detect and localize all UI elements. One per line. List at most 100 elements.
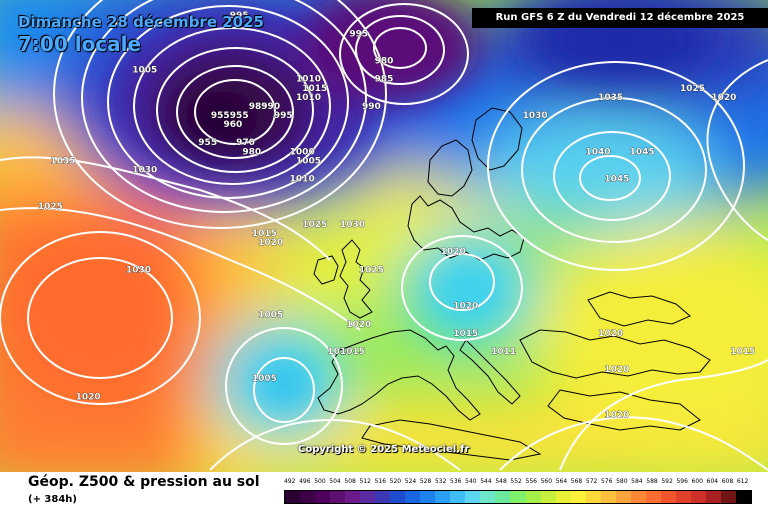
isobar-label: 1005 <box>258 311 283 321</box>
legend-label: 576 <box>600 478 613 485</box>
isobar-label: 1020 <box>76 392 101 402</box>
pressure-labels: 1005995995980985990955960955955970980985… <box>38 11 756 421</box>
legend-label: 500 <box>314 478 326 485</box>
isobar-label: 1020 <box>711 93 736 103</box>
isobar-label: 1020 <box>258 238 283 248</box>
isobar-label: 980 <box>242 147 261 157</box>
isobar-label: 1035 <box>598 93 623 103</box>
isobars <box>0 0 768 471</box>
isobar-label: 1005 <box>296 156 321 166</box>
legend-label: 568 <box>570 478 583 485</box>
legend-swatch <box>420 491 436 503</box>
isobar-label: 1015 <box>453 329 478 339</box>
legend-swatch <box>540 491 556 503</box>
isobar-label: 1030 <box>132 166 157 176</box>
legend-label: 528 <box>419 478 432 485</box>
lead-time: (+ 384h) <box>28 494 77 505</box>
model-run-info: Run GFS 6 Z du Vendredi 12 décembre 2025 <box>472 8 768 28</box>
legend-label: 556 <box>525 478 537 485</box>
isobar-label: 1025 <box>359 265 384 275</box>
isobar-label: 1030 <box>340 220 365 230</box>
legend-swatch <box>465 491 481 503</box>
isobar-label: 985 <box>375 75 394 85</box>
isobar-label: 1020 <box>604 411 629 421</box>
isobar-label: 955 <box>230 111 249 121</box>
legend-label: 524 <box>404 478 417 485</box>
legend-label: 496 <box>299 478 311 485</box>
legend-label: 520 <box>389 478 402 485</box>
legend-label: 564 <box>555 478 568 485</box>
isobar-label: 1045 <box>630 147 655 157</box>
legend-label: 580 <box>616 478 628 485</box>
isobar-label: 1010 <box>296 93 321 103</box>
map-footer: Géop. Z500 & pression au sol (+ 384h) 49… <box>0 472 768 512</box>
isobar-label: 955 <box>211 111 230 121</box>
legend-label: 512 <box>359 478 371 485</box>
isobar-label: 1010 <box>296 75 321 85</box>
legend-label: 588 <box>646 478 658 485</box>
isobar-label: 995 <box>274 111 293 121</box>
legend-swatch <box>330 491 346 503</box>
isobar-label: 1015 <box>302 84 327 94</box>
legend-label: 548 <box>495 478 507 485</box>
legend-label: 592 <box>661 478 673 485</box>
legend-swatch <box>720 491 736 503</box>
legend-swatch <box>630 491 646 503</box>
legend-label: 540 <box>465 478 477 485</box>
isobar-label: 1015 <box>730 347 755 357</box>
legend-label: 516 <box>374 478 387 485</box>
forecast-date: Dimanche 28 décembre 2025 <box>18 13 264 31</box>
weather-map: 1005995995980985990955960955955970980985… <box>0 0 768 472</box>
legend-swatch <box>525 491 541 503</box>
legend-color-bar <box>284 490 752 504</box>
legend-label: 604 <box>706 478 719 485</box>
legend-swatch <box>435 491 451 503</box>
color-legend: 492 496 500 504 508 512 516 520 524 528 532 536 540 5… <box>284 478 752 508</box>
legend-swatch <box>300 491 316 503</box>
legend-swatch <box>495 491 511 503</box>
legend-swatch <box>735 491 751 503</box>
legend-label: 572 <box>585 478 598 485</box>
legend-label: 596 <box>676 478 688 485</box>
legend-label: 544 <box>480 478 492 485</box>
forecast-time: 7:00 locale <box>18 32 142 56</box>
legend-swatch <box>675 491 691 503</box>
coastlines <box>313 107 711 461</box>
isobar-label: 1020 <box>346 320 371 330</box>
legend-label: 552 <box>510 478 522 485</box>
copyright-notice: Copyright © 2025 Meteociel.fr <box>298 444 470 455</box>
legend-label: 608 <box>721 478 734 485</box>
legend-swatch <box>645 491 661 503</box>
legend-swatch <box>555 491 571 503</box>
isobar-label: 1030 <box>523 111 548 121</box>
isobar-label: 990 <box>362 102 381 112</box>
isobar-label: 970 <box>236 138 255 148</box>
isobar-label: 1025 <box>302 220 327 230</box>
legend-swatch <box>480 491 496 503</box>
legend-label: 560 <box>540 478 553 485</box>
isobar-label: 1020 <box>598 329 623 339</box>
isobar-label: 1035 <box>50 156 75 166</box>
legend-swatch <box>390 491 406 503</box>
isobar-label: 1020 <box>604 365 629 375</box>
isobar-label: 1010 <box>290 175 315 185</box>
legend-labels: 492 496 500 504 508 512 516 520 524 528 532 536 540 5… <box>284 478 752 488</box>
legend-swatch <box>600 491 616 503</box>
isobar-label: 995 <box>349 29 368 39</box>
isobar-label: 1040 <box>585 147 610 157</box>
isobar-label: 1025 <box>680 84 705 94</box>
isobar-label: 1005 <box>132 66 157 76</box>
legend-swatch <box>450 491 466 503</box>
legend-swatch <box>510 491 526 503</box>
isobar-label: 1030 <box>126 265 151 275</box>
legend-swatch <box>585 491 601 503</box>
legend-label: 532 <box>434 478 447 485</box>
isobar-label: 1015 <box>252 229 277 239</box>
isobar-label: 1020 <box>453 302 478 312</box>
legend-label: 504 <box>329 478 341 485</box>
legend-swatch <box>285 491 301 503</box>
isobar-label: 1010 <box>327 347 352 357</box>
isobar-label: 990 <box>261 102 280 112</box>
isobar-label: 1045 <box>604 175 629 185</box>
isobar-label: 960 <box>224 120 243 130</box>
